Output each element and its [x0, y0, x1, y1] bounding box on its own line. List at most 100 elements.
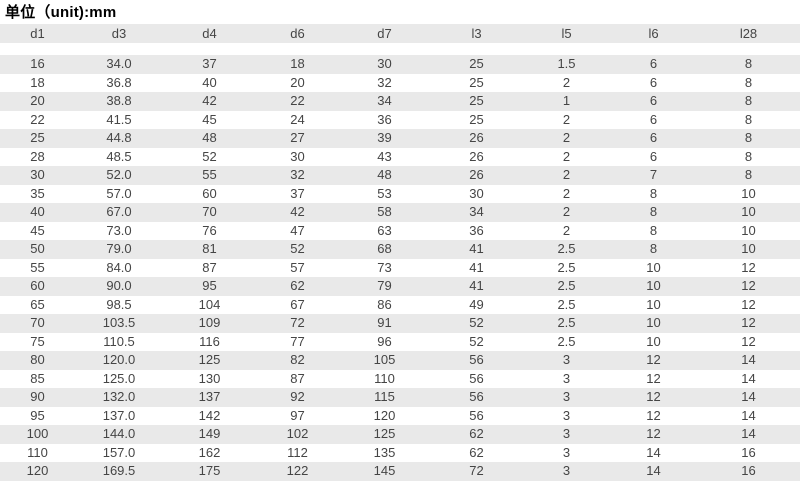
table-cell: 105	[339, 351, 430, 370]
table-cell: 68	[339, 240, 430, 259]
table-cell: 36.8	[75, 73, 163, 92]
table-row: 55 84.0 87 57 73 41 2.5 10 12	[0, 258, 800, 277]
table-cell: 92	[256, 388, 339, 407]
table-cell: 112	[256, 443, 339, 462]
table-cell: 12	[610, 388, 697, 407]
table-cell: 48	[339, 166, 430, 185]
table-cell: 65	[0, 295, 75, 314]
table-cell: 102	[256, 425, 339, 444]
table-cell: 20	[0, 92, 75, 111]
table-cell: 8	[697, 166, 800, 185]
table-row: 20 38.8 42 22 34 25 1 6 8	[0, 92, 800, 111]
table-cell: 26	[430, 129, 523, 148]
table-cell: 110	[339, 369, 430, 388]
table-cell: 70	[163, 203, 256, 222]
table-cell: 142	[163, 406, 256, 425]
table-cell: 34.0	[75, 55, 163, 74]
table-cell: 2.5	[523, 240, 610, 259]
table-cell: 125.0	[75, 369, 163, 388]
table-cell: 8	[697, 129, 800, 148]
table-cell: 26	[430, 166, 523, 185]
table-cell: 26	[430, 147, 523, 166]
table-cell: 120	[339, 406, 430, 425]
table-cell: 80	[0, 351, 75, 370]
table-cell: 55	[163, 166, 256, 185]
table-cell: 8	[697, 55, 800, 74]
table-cell: 42	[256, 203, 339, 222]
table-row: 16 34.0 37 18 30 25 1.5 6 8	[0, 55, 800, 74]
table-cell: 41	[430, 240, 523, 259]
table-row: 100 144.0 149 102 125 62 3 12 14	[0, 425, 800, 444]
table-cell: 2	[523, 221, 610, 240]
table-cell: 175	[163, 462, 256, 481]
header-row: d1 d3 d4 d6 d7 l3 l5 l6 l28	[0, 24, 800, 43]
table-row: 45 73.0 76 47 63 36 2 8 10	[0, 221, 800, 240]
table-cell: 110.5	[75, 332, 163, 351]
table-cell: 82	[256, 351, 339, 370]
table-cell: 8	[697, 73, 800, 92]
table-cell: 90	[0, 388, 75, 407]
table-cell: 63	[339, 221, 430, 240]
table-cell: 6	[610, 73, 697, 92]
table-cell: 60	[163, 184, 256, 203]
table-cell: 12	[697, 314, 800, 333]
table-cell: 12	[697, 258, 800, 277]
table-cell: 1.5	[523, 55, 610, 74]
table-cell: 38.8	[75, 92, 163, 111]
table-cell: 137	[163, 388, 256, 407]
table-cell: 1	[523, 92, 610, 111]
table-cell: 8	[697, 92, 800, 111]
table-cell: 57.0	[75, 184, 163, 203]
table-cell: 76	[163, 221, 256, 240]
table-cell: 145	[339, 462, 430, 481]
table-cell: 16	[697, 462, 800, 481]
table-cell: 73.0	[75, 221, 163, 240]
column-header-l3: l3	[430, 24, 523, 43]
table-row: 30 52.0 55 32 48 26 2 7 8	[0, 166, 800, 185]
table-cell: 14	[697, 369, 800, 388]
table-cell: 10	[610, 277, 697, 296]
table-cell: 30	[0, 166, 75, 185]
table-row: 40 67.0 70 42 58 34 2 8 10	[0, 203, 800, 222]
table-cell: 116	[163, 332, 256, 351]
table-cell: 2	[523, 166, 610, 185]
table-cell: 32	[339, 73, 430, 92]
table-cell: 22	[256, 92, 339, 111]
table-cell: 135	[339, 443, 430, 462]
table-row: 85 125.0 130 87 110 56 3 12 14	[0, 369, 800, 388]
table-cell: 49	[430, 295, 523, 314]
table-cell: 14	[697, 406, 800, 425]
table-cell: 42	[163, 92, 256, 111]
table-row: 120 169.5 175 122 145 72 3 14 16	[0, 462, 800, 481]
table-cell: 10	[697, 221, 800, 240]
table-cell: 104	[163, 295, 256, 314]
table-cell: 43	[339, 147, 430, 166]
table-cell: 7	[610, 166, 697, 185]
table-cell: 24	[256, 110, 339, 129]
table-cell: 6	[610, 55, 697, 74]
table-row: 28 48.5 52 30 43 26 2 6 8	[0, 147, 800, 166]
table-cell: 73	[339, 258, 430, 277]
table-cell: 45	[163, 110, 256, 129]
table-cell: 90.0	[75, 277, 163, 296]
spec-table: d1 d3 d4 d6 d7 l3 l5 l6 l28 16 34.0 37 1 8 30…	[0, 24, 800, 481]
table-cell: 2	[523, 184, 610, 203]
table-cell: 52	[256, 240, 339, 259]
table-cell: 8	[610, 203, 697, 222]
table-cell: 40	[163, 73, 256, 92]
table-cell: 75	[0, 332, 75, 351]
column-header-d4: d4	[163, 24, 256, 43]
table-cell: 122	[256, 462, 339, 481]
table-cell: 56	[430, 406, 523, 425]
table-cell: 44.8	[75, 129, 163, 148]
table-cell: 157.0	[75, 443, 163, 462]
table-cell: 37	[163, 55, 256, 74]
table-cell: 110	[0, 443, 75, 462]
table-cell: 12	[697, 277, 800, 296]
table-cell: 55	[0, 258, 75, 277]
table-cell: 48.5	[75, 147, 163, 166]
table-cell: 8	[697, 147, 800, 166]
table-cell: 41	[430, 258, 523, 277]
table-cell: 144.0	[75, 425, 163, 444]
table-cell: 8	[610, 240, 697, 259]
